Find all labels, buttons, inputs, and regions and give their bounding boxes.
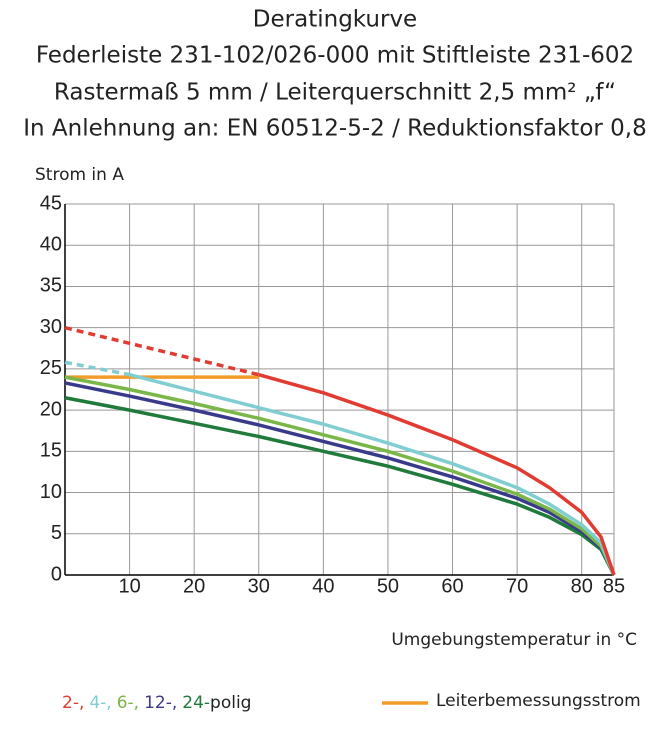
y-tick-label: 35 [40, 275, 62, 297]
legend-entry: 6-, [117, 693, 139, 713]
y-tick-label: 40 [40, 234, 62, 256]
legend-entry: Leiterbemessungsstrom [436, 691, 641, 711]
series-line-dashed [64, 360, 130, 377]
series-line [129, 372, 616, 576]
x-tick-label: 80 [571, 575, 593, 597]
x-tick-label: 10 [118, 575, 140, 597]
x-tick-label: 70 [506, 575, 528, 597]
y-tick-label: 45 [40, 192, 62, 214]
chart-subtitle: In Anlehnung an: EN 60512-5-2 / Reduktio… [23, 116, 647, 142]
y-axis-label: Strom in A [35, 165, 124, 185]
y-tick-label: 0 [51, 563, 62, 585]
legend-entry: 24- [182, 693, 210, 713]
x-axis-label: Umgebungstemperatur in °C [391, 630, 637, 650]
series-line [64, 381, 616, 576]
y-tick-label: 5 [51, 522, 62, 544]
chart-title: Deratingkurve [253, 7, 417, 33]
legend-entry: 12-, [144, 693, 177, 713]
x-tick-label: 85 [603, 575, 625, 597]
y-tick-label: 30 [40, 316, 62, 338]
x-tick-label: 40 [312, 575, 334, 597]
legend-entry: 4-, [89, 693, 111, 713]
series-line [64, 375, 616, 576]
chart-subtitle: Rastermaß 5 mm / Leiterquerschnitt 2,5 m… [54, 80, 616, 106]
series-line [64, 396, 616, 576]
x-tick-label: 50 [377, 575, 399, 597]
legend-suffix: polig [210, 693, 251, 713]
x-tick-label: 60 [441, 575, 463, 597]
legend: 2-, 4-, 6-, 12-, 24-polig [62, 693, 251, 713]
y-tick-label: 25 [40, 357, 62, 379]
series-line [258, 372, 616, 576]
y-tick-label: 10 [40, 481, 62, 503]
x-tick-label: 20 [183, 575, 205, 597]
chart-subtitle: Federleiste 231-102/026-000 mit Stiftlei… [36, 43, 634, 69]
x-tick-label: 30 [248, 575, 270, 597]
series-line-dashed [64, 325, 260, 377]
y-tick-label: 20 [40, 398, 62, 420]
legend-entry: 2-, [62, 693, 84, 713]
y-tick-label: 15 [40, 440, 62, 462]
